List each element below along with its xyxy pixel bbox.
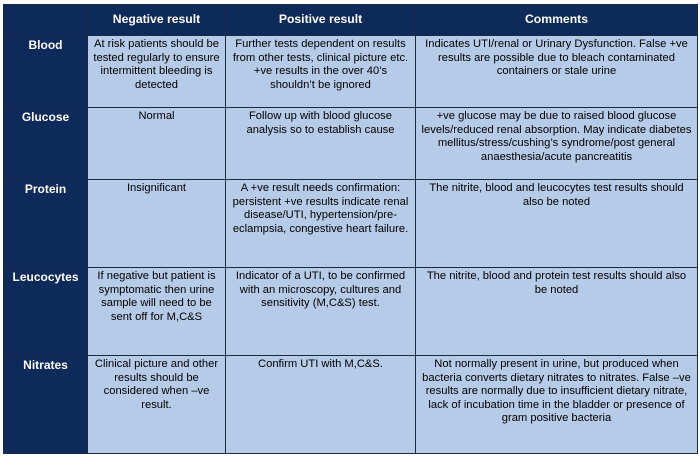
table-row: Nitrates Clinical picture and other resu… <box>3 355 698 454</box>
table-row: Glucose Normal Follow up with blood gluc… <box>3 107 698 180</box>
header-corner-cell <box>3 4 88 36</box>
header-comments: Comments <box>415 4 698 36</box>
cell-negative: Clinical picture and other results shoul… <box>87 355 226 454</box>
row-label-nitrates: Nitrates <box>3 355 88 454</box>
row-label-blood: Blood <box>3 35 88 108</box>
row-label-glucose: Glucose <box>3 107 88 180</box>
row-label-protein: Protein <box>3 179 88 268</box>
urinalysis-table: Negative result Positive result Comments… <box>3 4 698 454</box>
cell-negative: At risk patients should be tested regula… <box>87 35 226 108</box>
cell-positive: Indicator of a UTI, to be confirmed with… <box>225 267 416 356</box>
cell-negative: If negative but patient is symptomatic t… <box>87 267 226 356</box>
header-negative-result: Negative result <box>87 4 226 36</box>
table-row: Protein Insignificant A +ve result needs… <box>3 179 698 268</box>
cell-positive: A +ve result needs confirmation: persist… <box>225 179 416 268</box>
header-positive-result: Positive result <box>225 4 416 36</box>
cell-positive: Further tests dependent on results from … <box>225 35 416 108</box>
table-header: Negative result Positive result Comments <box>3 4 698 36</box>
cell-comments: The nitrite, blood and protein test resu… <box>415 267 698 356</box>
cell-positive: Follow up with blood glucose analysis so… <box>225 107 416 180</box>
cell-comments: Indicates UTI/renal or Urinary Dysfuncti… <box>415 35 698 108</box>
cell-comments: The nitrite, blood and leucocytes test r… <box>415 179 698 268</box>
cell-negative: Normal <box>87 107 226 180</box>
cell-comments: +ve glucose may be due to raised blood g… <box>415 107 698 180</box>
table-row: Leucocytes If negative but patient is sy… <box>3 267 698 356</box>
table-row: Blood At risk patients should be tested … <box>3 35 698 108</box>
cell-comments: Not normally present in urine, but produ… <box>415 355 698 454</box>
table-body: Blood At risk patients should be tested … <box>3 35 698 454</box>
row-label-leucocytes: Leucocytes <box>3 267 88 356</box>
cell-negative: Insignificant <box>87 179 226 268</box>
cell-positive: Confirm UTI with M,C&S. <box>225 355 416 454</box>
header-row: Negative result Positive result Comments <box>3 4 698 36</box>
